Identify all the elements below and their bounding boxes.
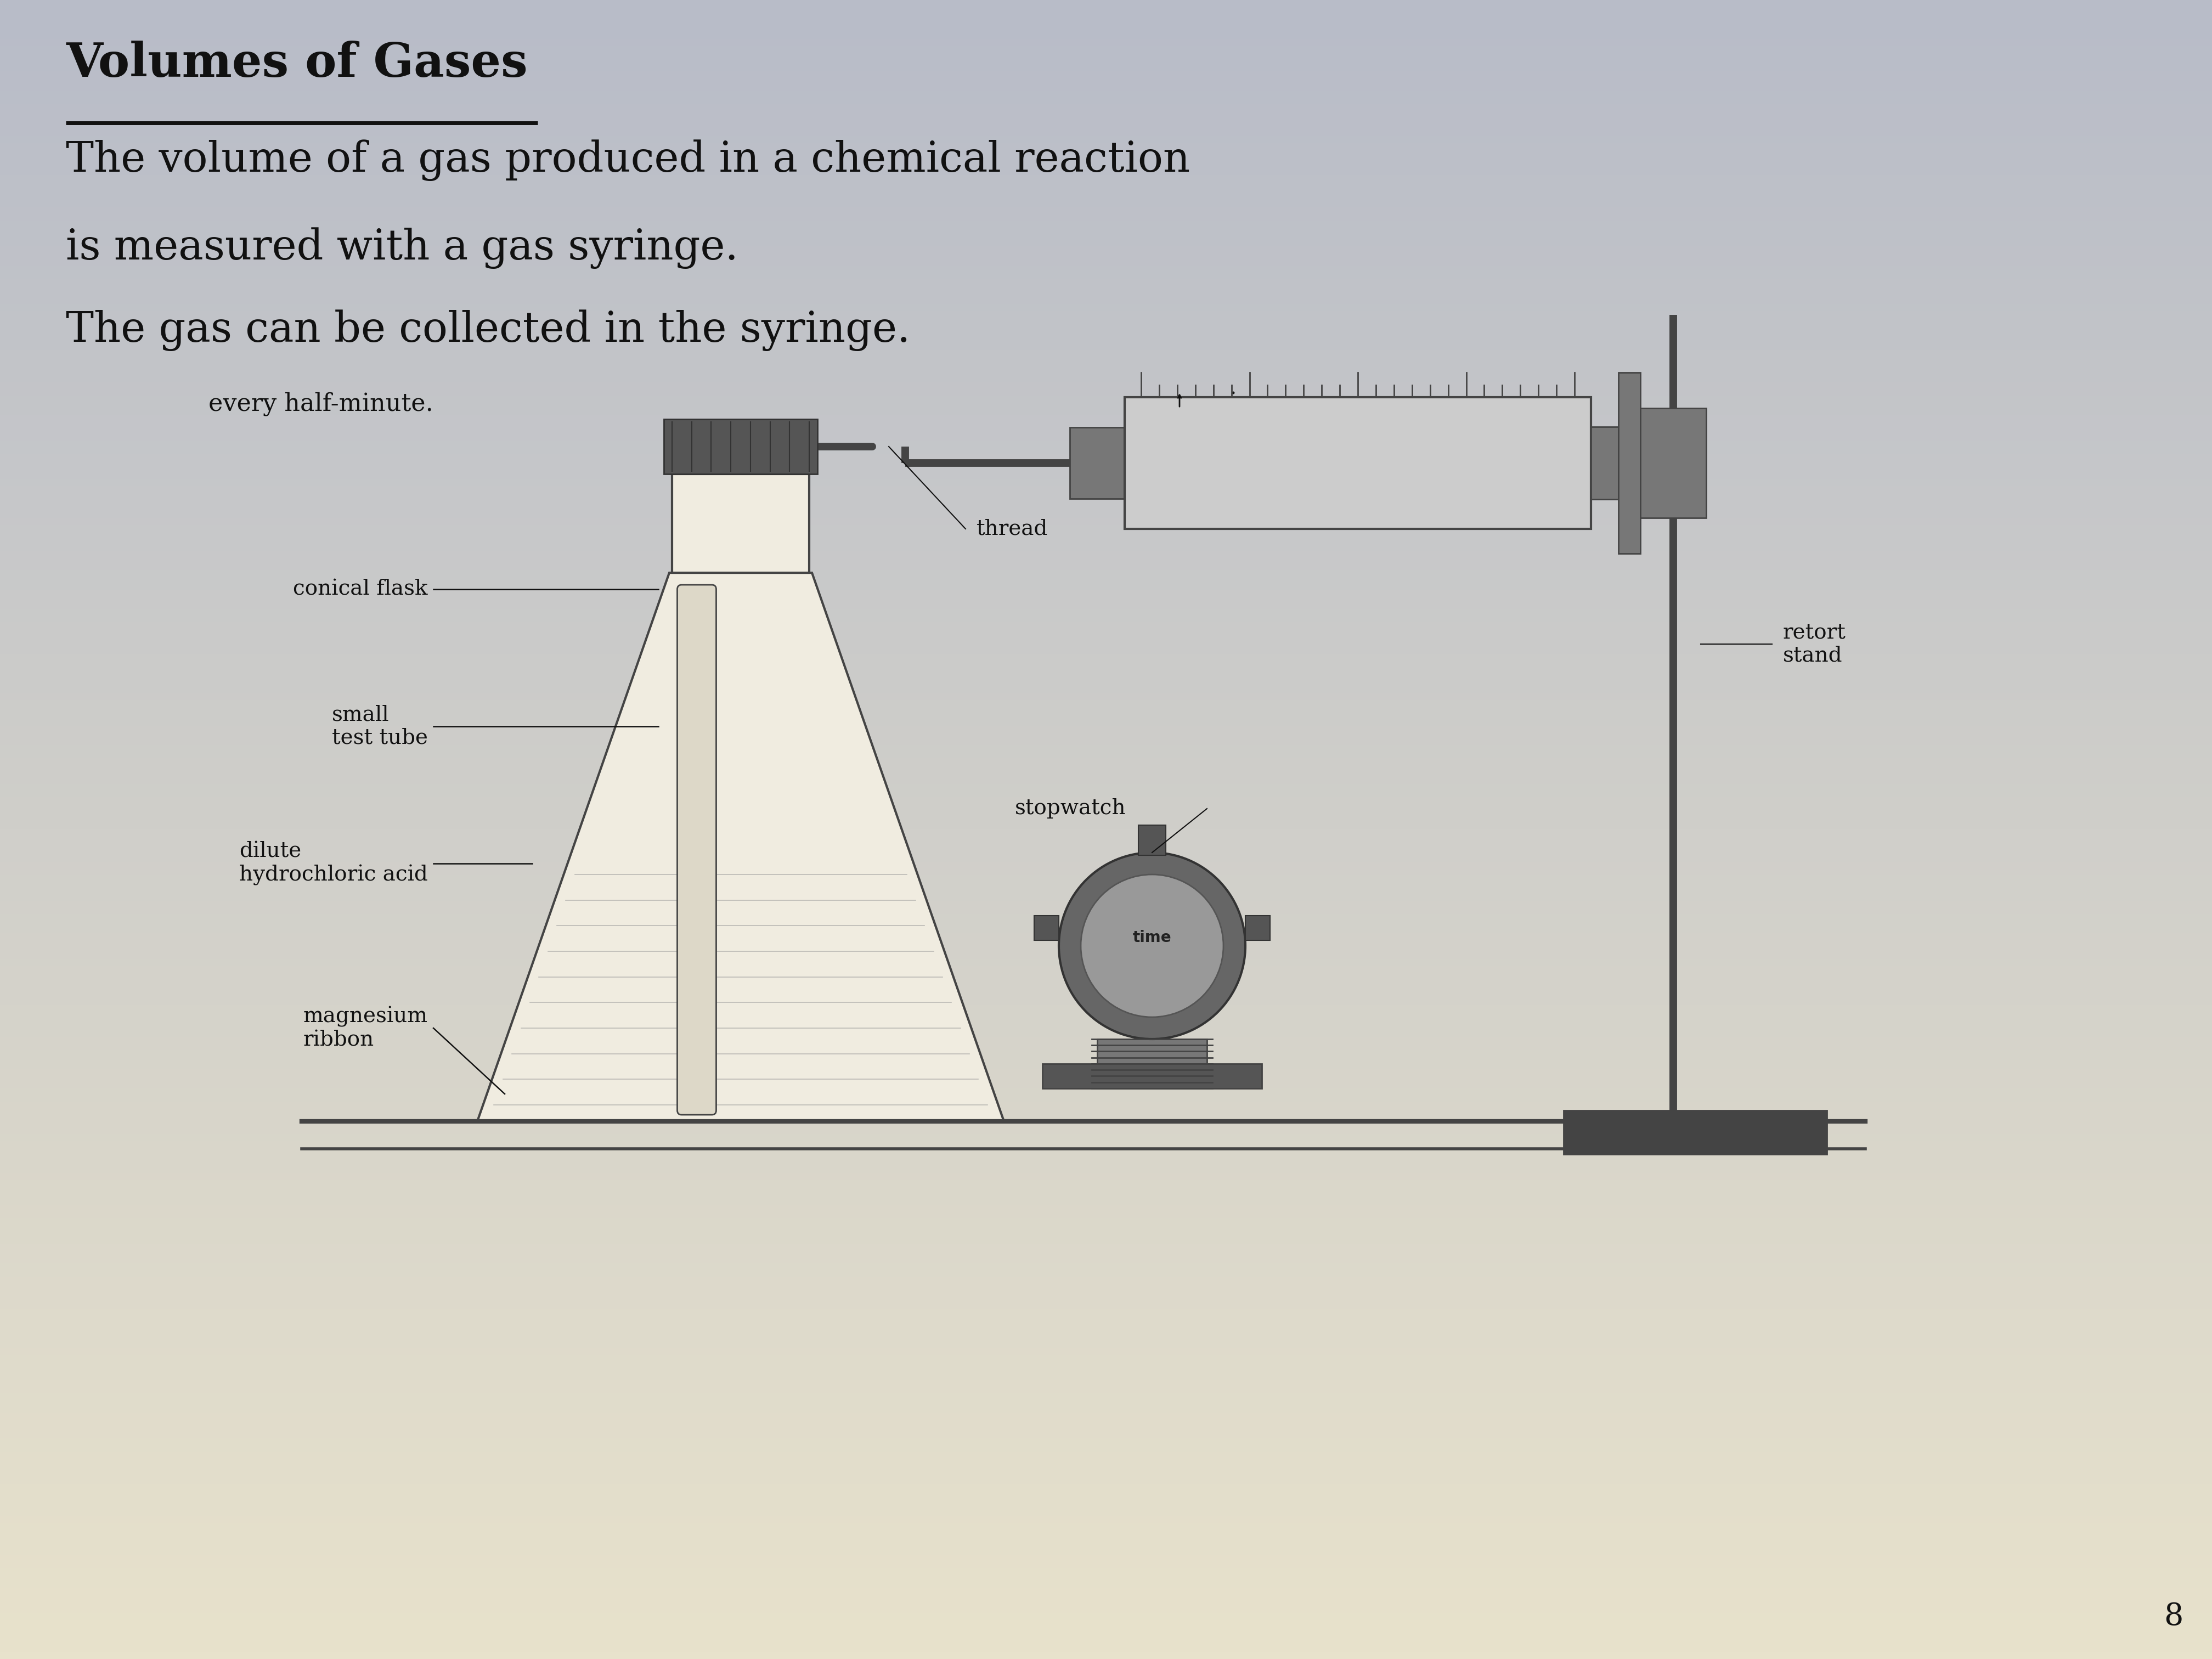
- Bar: [1097, 1039, 1208, 1067]
- Text: The gas can be collected in the syringe.: The gas can be collected in the syringe.: [66, 310, 911, 352]
- Circle shape: [1060, 853, 1245, 1039]
- Text: dilute
hydrochloric acid: dilute hydrochloric acid: [239, 841, 427, 886]
- Bar: [1590, 426, 1619, 499]
- Bar: [1564, 1110, 1827, 1155]
- Bar: [664, 420, 818, 474]
- Text: every half-minute.: every half-minute.: [208, 392, 434, 416]
- Text: time: time: [1133, 931, 1172, 946]
- Bar: [1042, 1063, 1261, 1088]
- Polygon shape: [478, 572, 1004, 1121]
- Bar: [1619, 373, 1641, 554]
- Text: retort
stand: retort stand: [1783, 622, 1847, 665]
- Text: 8: 8: [2163, 1601, 2183, 1631]
- Bar: [1124, 397, 1590, 529]
- Text: thread: thread: [975, 519, 1048, 539]
- Text: The volume of a gas produced in a chemical reaction: The volume of a gas produced in a chemic…: [66, 139, 1190, 181]
- Text: is measured with a gas syringe.: is measured with a gas syringe.: [66, 227, 739, 269]
- Bar: [1245, 916, 1270, 941]
- Bar: [1641, 408, 1705, 518]
- Text: gas syringe: gas syringe: [1141, 392, 1283, 415]
- FancyBboxPatch shape: [677, 586, 717, 1115]
- Bar: [1035, 916, 1060, 941]
- Text: Volumes of Gases: Volumes of Gases: [66, 40, 526, 86]
- Circle shape: [1082, 874, 1223, 1017]
- Text: stopwatch: stopwatch: [1015, 798, 1126, 820]
- Text: conical flask: conical flask: [294, 579, 427, 599]
- Bar: [1139, 825, 1166, 856]
- Bar: [1071, 428, 1124, 499]
- Text: small
test tube: small test tube: [332, 705, 427, 748]
- Bar: [672, 474, 810, 572]
- Text: magnesium
ribbon: magnesium ribbon: [303, 1005, 427, 1050]
